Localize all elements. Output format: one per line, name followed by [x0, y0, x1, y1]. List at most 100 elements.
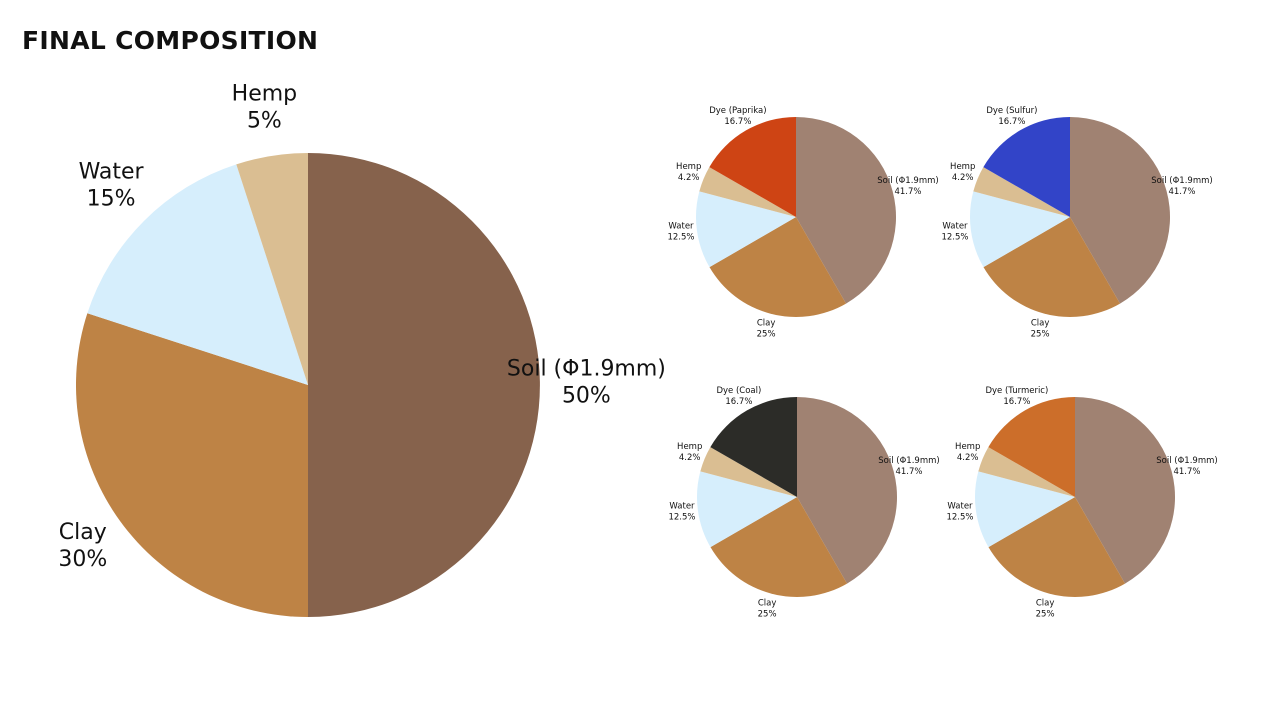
slice-name: Hemp [677, 442, 702, 452]
slice-name: Hemp [955, 442, 980, 452]
slice-percent: 41.7% [895, 467, 922, 477]
slice-label-water: Water 12.5% [941, 222, 968, 243]
slice-label-dye-turmeric: Dye (Turmeric) 16.7% [985, 386, 1048, 407]
slice-label-hemp: Hemp 4.2% [955, 442, 980, 463]
slice-name: Dye (Sulfur) [986, 106, 1037, 116]
pie-slice-dye-turmeric [988, 397, 1075, 497]
pie-slice-soil-1-9mm [797, 397, 898, 584]
slice-percent: 12.5% [946, 513, 973, 523]
pie-slice-clay [983, 217, 1121, 318]
slice-label-soil-1-9mm: Soil (Φ1.9mm) 41.7% [1151, 176, 1212, 197]
slice-label-hemp: Hemp 4.2% [677, 442, 702, 463]
page-title: FINAL COMPOSITION [22, 26, 319, 55]
slice-label-hemp: Hemp 5% [232, 82, 297, 134]
coal-composition-pie: Soil (Φ1.9mm) 41.7%Clay 25%Water 12.5%Hemp 4… [668, 386, 939, 620]
pie-slice-soil-1-9mm [796, 117, 897, 304]
slice-label-soil-1-9mm: Soil (Φ1.9mm) 50% [507, 357, 666, 409]
slice-name: Dye (Paprika) [709, 106, 766, 116]
slice-percent: 41.7% [1173, 467, 1200, 477]
slice-label-clay: Clay 25% [757, 318, 776, 339]
slice-percent: 12.5% [668, 513, 695, 523]
slice-label-water: Water 12.5% [946, 502, 973, 523]
slice-label-hemp: Hemp 4.2% [676, 162, 701, 183]
pie-slice-soil-1-9mm [1070, 117, 1171, 304]
slice-percent: 16.7% [1003, 397, 1030, 407]
slice-name: Clay [1036, 598, 1055, 608]
slice-name: Dye (Coal) [716, 386, 761, 396]
slice-percent: 4.2% [952, 173, 974, 183]
pie-slice-dye-paprika [709, 117, 796, 217]
slice-name: Hemp [232, 82, 297, 107]
slice-label-water: Water 12.5% [668, 502, 695, 523]
slice-name: Water [669, 502, 695, 512]
slice-percent: 16.7% [725, 397, 752, 407]
slice-label-clay: Clay 25% [1036, 598, 1055, 619]
slice-percent: 12.5% [667, 233, 694, 243]
turmeric-composition-pie: Soil (Φ1.9mm) 41.7%Clay 25%Water 12.5%Hemp 4… [946, 386, 1217, 620]
main-composition-pie: Soil (Φ1.9mm) 50% Clay 30% Water 15% Hemp 5% [58, 82, 666, 617]
slice-percent: 50% [562, 384, 611, 409]
pie-slice-dye-sulfur [983, 117, 1070, 217]
sulfur-composition-pie: Soil (Φ1.9mm) 41.7%Clay 25%Water 12.5%Hemp 4… [941, 106, 1212, 339]
pie-slice-clay [709, 217, 847, 318]
slice-name: Soil (Φ1.9mm) [877, 176, 938, 186]
pie-slice-dye-coal [710, 397, 797, 497]
slice-name: Clay [59, 520, 107, 545]
slice-name: Soil (Φ1.9mm) [1156, 456, 1217, 466]
slice-label-dye-sulfur: Dye (Sulfur) 16.7% [986, 106, 1037, 127]
slice-percent: 25% [1031, 329, 1050, 339]
slice-percent: 16.7% [724, 117, 751, 127]
slice-label-soil-1-9mm: Soil (Φ1.9mm) 41.7% [1156, 456, 1217, 477]
pie-slice-soil-1-9mm [1075, 397, 1176, 584]
slice-percent: 16.7% [998, 117, 1025, 127]
slice-percent: 41.7% [1168, 187, 1195, 197]
pie-slice-water [696, 471, 797, 548]
pie-slice-water [974, 471, 1075, 548]
slice-percent: 30% [58, 547, 107, 572]
slice-label-dye-coal: Dye (Coal) 16.7% [716, 386, 761, 407]
slice-label-soil-1-9mm: Soil (Φ1.9mm) 41.7% [878, 456, 939, 477]
slice-percent: 41.7% [894, 187, 921, 197]
slice-name: Water [79, 160, 145, 185]
slice-name: Hemp [950, 162, 975, 172]
slice-name: Clay [757, 318, 776, 328]
pie-slice-water [695, 191, 796, 268]
slice-percent: 15% [87, 187, 136, 212]
slice-name: Dye (Turmeric) [985, 386, 1048, 396]
pie-slice-clay [75, 313, 308, 617]
slice-percent: 4.2% [957, 453, 979, 463]
slice-label-dye-paprika: Dye (Paprika) 16.7% [709, 106, 766, 127]
slice-percent: 5% [247, 109, 282, 134]
slice-name: Hemp [676, 162, 701, 172]
slice-name: Clay [758, 598, 777, 608]
slice-percent: 12.5% [941, 233, 968, 243]
slice-label-water: Water 12.5% [667, 222, 694, 243]
slice-name: Clay [1031, 318, 1050, 328]
slice-label-hemp: Hemp 4.2% [950, 162, 975, 183]
slice-name: Water [942, 222, 968, 232]
pie-slice-clay [988, 497, 1126, 598]
pie-slice-hemp [699, 167, 796, 217]
pie-slice-clay [710, 497, 848, 598]
slice-percent: 25% [1036, 609, 1055, 619]
pie-slice-hemp [978, 447, 1075, 497]
slice-name: Soil (Φ1.9mm) [878, 456, 939, 466]
slice-label-water: Water 15% [79, 160, 145, 212]
slice-name: Soil (Φ1.9mm) [1151, 176, 1212, 186]
slice-label-clay: Clay 25% [758, 598, 777, 619]
slice-percent: 4.2% [679, 453, 701, 463]
slice-percent: 25% [758, 609, 777, 619]
pie-slice-hemp [700, 447, 797, 497]
paprika-composition-pie: Soil (Φ1.9mm) 41.7%Clay 25%Water 12.5%Hemp 4… [667, 106, 938, 339]
slice-label-clay: Clay 30% [58, 520, 107, 572]
slice-name: Water [947, 502, 973, 512]
pie-slice-hemp [236, 153, 308, 385]
pie-slice-water [969, 191, 1070, 268]
pie-slice-soil-1-9mm [308, 153, 540, 617]
slice-percent: 4.2% [678, 173, 700, 183]
slice-percent: 25% [757, 329, 776, 339]
pie-slice-water [87, 164, 308, 385]
slice-label-clay: Clay 25% [1031, 318, 1050, 339]
slice-label-soil-1-9mm: Soil (Φ1.9mm) 41.7% [877, 176, 938, 197]
slice-name: Water [668, 222, 694, 232]
